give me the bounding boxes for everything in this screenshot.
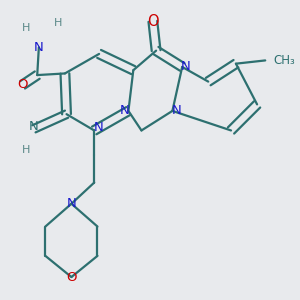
Text: N: N [181, 60, 191, 74]
Text: N: N [67, 197, 76, 210]
Text: H: H [22, 23, 30, 33]
Text: O: O [66, 271, 77, 284]
Text: N: N [34, 41, 44, 54]
Text: H: H [54, 18, 63, 28]
Text: N: N [120, 104, 129, 117]
Text: N: N [171, 104, 181, 117]
Text: O: O [147, 14, 159, 29]
Text: N: N [94, 121, 104, 134]
Text: H: H [22, 145, 30, 155]
Text: O: O [17, 78, 28, 92]
Text: CH₃: CH₃ [273, 54, 295, 67]
Text: N: N [29, 120, 39, 134]
